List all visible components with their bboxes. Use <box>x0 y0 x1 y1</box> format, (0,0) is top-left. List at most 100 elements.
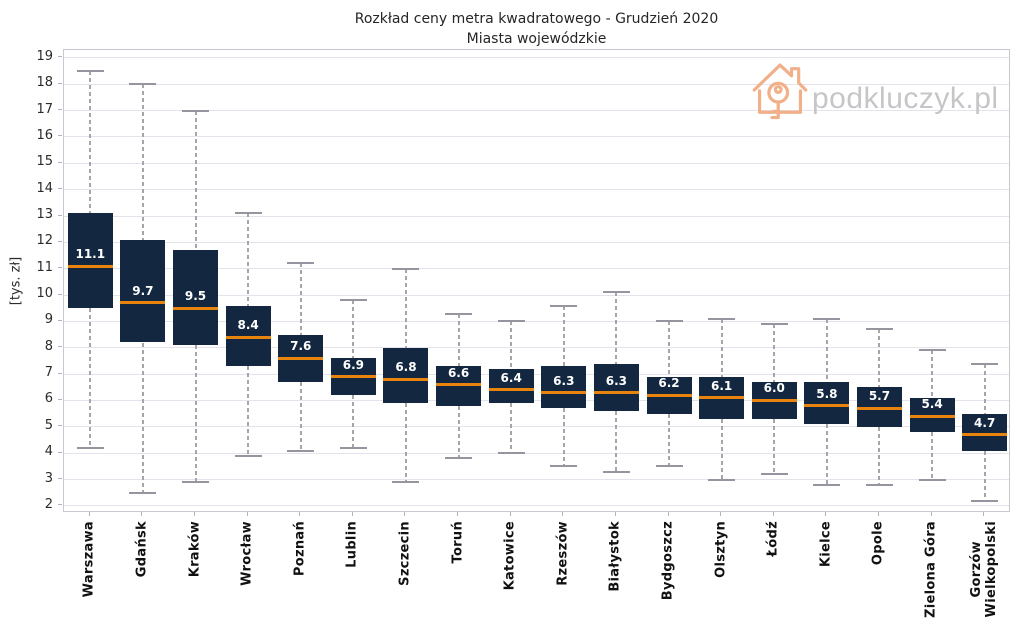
gridline-y-10 <box>64 294 1009 296</box>
y-tick-label-7: 7 <box>44 365 53 381</box>
x-label-text-wroclaw: Wrocław <box>239 521 255 586</box>
y-tick-label-12: 12 <box>36 233 53 249</box>
y-tick-label-16: 16 <box>36 127 53 143</box>
y-tick-10 <box>58 293 62 295</box>
x-tick-kielce <box>825 512 827 516</box>
x-label-text-gorzow-wielkopolski: Gorzów Wielkopolski <box>968 521 999 618</box>
whisker-cap-top-opole <box>865 328 893 331</box>
plot-area: 11.1 9.7 9.5 8.4 7.6 6.9 6.8 6.6 6.4 6.3 6.3 6.2 6.1… <box>63 49 1010 512</box>
x-label-poznan: Poznań <box>292 521 307 580</box>
x-label-text-gdansk: Gdańsk <box>134 521 150 578</box>
y-tick-label-17: 17 <box>36 101 53 117</box>
median-line-lodz <box>751 398 797 402</box>
whisker-upper-olsztyn <box>720 318 723 377</box>
median-line-lublin <box>330 375 376 379</box>
median-label-bialystok: 6.3 <box>605 373 628 388</box>
whisker-upper-rzeszow <box>562 305 565 367</box>
x-tick-bialystok <box>614 512 616 516</box>
whisker-upper-zielona-gora <box>931 350 934 398</box>
whisker-upper-opole <box>878 329 881 388</box>
x-label-text-opole: Opole <box>870 521 886 566</box>
whisker-lower-szczecin <box>404 403 407 483</box>
whisker-cap-top-kielce <box>813 317 841 320</box>
gridline-y-11 <box>64 268 1009 270</box>
x-tick-katowice <box>509 512 511 516</box>
gridline-y-4 <box>64 452 1009 454</box>
whisker-cap-bottom-szczecin <box>392 481 420 484</box>
median-label-wroclaw: 8.4 <box>237 318 259 333</box>
gridline-y-7 <box>64 373 1009 375</box>
x-label-wroclaw: Wrocław <box>240 521 255 590</box>
whisker-upper-krakow <box>194 110 197 251</box>
median-label-lublin: 6.9 <box>342 357 364 372</box>
gridline-y-2 <box>64 505 1009 507</box>
whisker-cap-top-bydgoszcz <box>655 320 683 323</box>
whisker-cap-top-gorzow-wielkopolski <box>971 362 999 365</box>
gridline-y-19 <box>64 57 1009 59</box>
whisker-lower-lodz <box>773 418 776 475</box>
x-tick-szczecin <box>404 512 406 516</box>
y-tick-5 <box>58 425 62 427</box>
whisker-upper-katowice <box>510 321 513 369</box>
whisker-upper-lodz <box>773 324 776 383</box>
y-tick-label-5: 5 <box>44 417 53 433</box>
x-tick-bydgoszcz <box>667 512 669 516</box>
gridline-y-12 <box>64 241 1009 243</box>
whisker-cap-bottom-kielce <box>813 483 841 486</box>
x-label-zielona-gora: Zielona Góra <box>924 521 939 622</box>
x-label-bydgoszcz: Bydgoszcz <box>661 521 676 604</box>
gridline-y-3 <box>64 479 1009 481</box>
whisker-cap-top-gdansk <box>129 83 157 86</box>
x-label-text-katowice: Katowice <box>502 521 518 591</box>
median-line-szczecin <box>383 377 429 381</box>
whisker-cap-top-torun <box>445 312 473 315</box>
y-tick-15 <box>58 161 62 163</box>
gridline-y-6 <box>64 399 1009 401</box>
whisker-cap-top-wroclaw <box>234 212 262 215</box>
y-tick-16 <box>58 135 62 137</box>
x-label-text-rzeszow: Rzeszów <box>555 521 571 586</box>
x-label-warszawa: Warszawa <box>82 521 97 601</box>
y-tick-label-10: 10 <box>36 286 53 302</box>
whisker-lower-gorzow-wielkopolski <box>983 450 986 501</box>
median-label-rzeszow: 6.3 <box>553 373 575 388</box>
whisker-lower-rzeszow <box>562 408 565 467</box>
x-tick-gorzow-wielkopolski <box>983 512 985 516</box>
median-line-katowice <box>488 388 534 392</box>
whisker-cap-bottom-bialystok <box>602 470 630 473</box>
y-tick-label-13: 13 <box>36 207 53 223</box>
gridline-y-17 <box>64 110 1009 112</box>
median-line-rzeszow <box>541 391 587 395</box>
median-line-zielona-gora <box>909 414 955 418</box>
chart-title: Rozkład ceny metra kwadratowego - Grudzi… <box>354 11 719 27</box>
box-gorzow-wielkopolski <box>962 413 1008 451</box>
box-warszawa <box>67 213 113 309</box>
whisker-cap-top-rzeszow <box>550 304 578 307</box>
whisker-lower-gdansk <box>141 342 144 493</box>
whisker-lower-wroclaw <box>247 366 250 456</box>
whisker-lower-lublin <box>352 395 355 448</box>
median-line-gorzow-wielkopolski <box>962 433 1008 437</box>
median-label-gorzow-wielkopolski: 4.7 <box>974 415 996 430</box>
box-bialystok <box>593 363 639 411</box>
whisker-cap-bottom-poznan <box>287 449 315 452</box>
x-label-rzeszow: Rzeszów <box>555 521 570 590</box>
box-kielce <box>804 382 850 425</box>
median-line-torun <box>436 383 482 387</box>
whisker-cap-top-lublin <box>339 299 367 302</box>
whisker-cap-top-zielona-gora <box>918 349 946 352</box>
median-label-katowice: 6.4 <box>500 370 522 385</box>
y-tick-19 <box>58 56 62 58</box>
whisker-cap-bottom-opole <box>865 483 893 486</box>
median-label-opole: 5.7 <box>868 389 891 404</box>
whisker-upper-warszawa <box>89 71 92 214</box>
x-label-text-bydgoszcz: Bydgoszcz <box>660 521 676 601</box>
chart-subtitle: Miasta wojewódzkie <box>466 31 607 47</box>
box-krakow <box>173 250 219 346</box>
x-label-text-bialystok: Białystok <box>607 521 623 592</box>
whisker-upper-wroclaw <box>247 213 250 306</box>
whisker-lower-poznan <box>299 382 302 451</box>
whisker-lower-kielce <box>825 424 828 485</box>
x-label-szczecin: Szczecin <box>397 521 412 590</box>
